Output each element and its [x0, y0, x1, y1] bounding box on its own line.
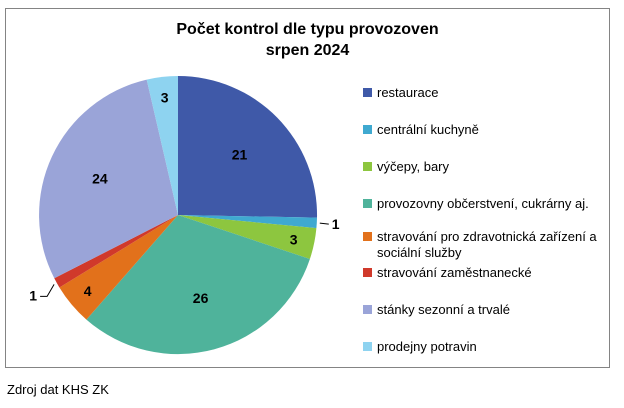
label-leader-line [319, 222, 329, 225]
legend-item: provozovny občerstvení, cukrárny aj. [363, 196, 609, 212]
legend-item: výčepy, bary [363, 159, 609, 175]
pie-slice [146, 76, 178, 215]
pie-slice [178, 215, 317, 229]
slice-value-label: 26 [193, 290, 209, 306]
pie-slice [39, 79, 178, 279]
slice-value-label: 4 [84, 283, 92, 299]
legend-item: centrální kuchyně [363, 122, 609, 138]
pie-slice [178, 215, 317, 259]
source-note: Zdroj dat KHS ZK [7, 382, 109, 397]
pie-chart-svg: 21 1 3 26 4 1 24 3 [29, 76, 340, 355]
chart-title-line2: srpen 2024 [265, 42, 350, 59]
legend: restaurace centrální kuchyně výčepy, bary p… [6, 9, 609, 367]
slice-value-label: 24 [92, 171, 108, 187]
pie-slice [178, 76, 318, 218]
slice-value-label: 1 [332, 216, 340, 232]
legend-item-label: stravování pro zdravotnická zařízení a s… [377, 229, 597, 260]
pie-slice [54, 215, 178, 288]
legend-marker [363, 342, 372, 351]
legend-marker [363, 268, 372, 277]
legend-item-label: stravování zaměstnanecké [377, 265, 532, 280]
slice-value-label: 3 [161, 90, 169, 106]
legend-marker [363, 232, 372, 241]
legend-item-label: provozovny občerstvení, cukrárny aj. [377, 196, 589, 211]
chart-title-line1: Počet kontrol dle typu provozoven [176, 21, 439, 38]
chart-title: Počet kontrol dle typu provozoven srpen … [6, 19, 609, 61]
label-leader-line [40, 284, 55, 297]
legend-marker [363, 88, 372, 97]
legend-item: restaurace [363, 85, 609, 101]
pie-slice [86, 215, 310, 355]
legend-marker [363, 305, 372, 314]
legend-marker [363, 125, 372, 134]
chart-frame: Počet kontrol dle typu provozoven srpen … [5, 8, 610, 368]
legend-item-label: výčepy, bary [377, 159, 450, 174]
legend-item-label: restaurace [377, 85, 439, 100]
pie-slice [59, 215, 178, 320]
slice-value-label: 3 [290, 231, 298, 247]
slice-value-label: 21 [232, 147, 248, 163]
legend-item-label: prodejny potravin [377, 339, 477, 354]
legend-item: stravování zaměstnanecké [363, 265, 609, 281]
legend-marker [363, 162, 372, 171]
legend-marker [363, 199, 372, 208]
legend-item: prodejny potravin [363, 339, 609, 355]
legend-item: stánky sezonní a trvalé [363, 302, 609, 318]
legend-item: stravování pro zdravotnická zařízení a s… [363, 229, 609, 261]
legend-item-label: centrální kuchyně [377, 122, 479, 137]
legend-item-label: stánky sezonní a trvalé [377, 302, 510, 317]
slice-value-label: 1 [29, 287, 37, 303]
